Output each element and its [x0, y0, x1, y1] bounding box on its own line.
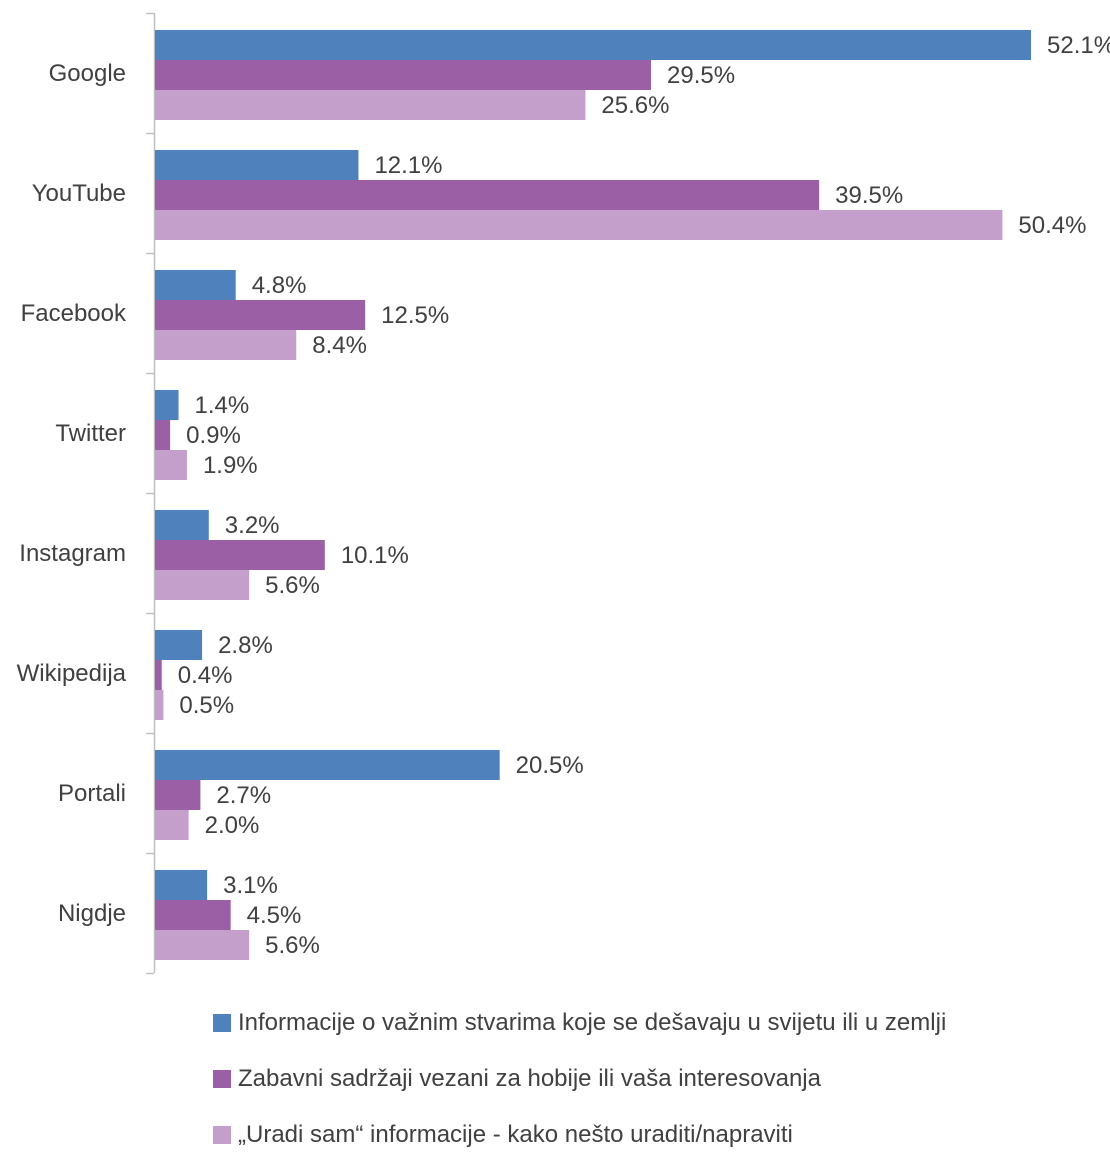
data-label-portali-series-1: 20.5% [516, 752, 584, 779]
data-label-facebook-series-1: 4.8% [252, 272, 307, 299]
category-label-twitter: Twitter [55, 420, 126, 447]
category-label-facebook: Facebook [21, 300, 127, 327]
bar-youtube-series-2 [155, 180, 820, 210]
data-label-facebook-series-2: 12.5% [381, 302, 449, 329]
category-label-nigdje: Nigdje [58, 900, 126, 927]
data-label-twitter-series-3: 1.9% [203, 452, 258, 479]
data-label-nigdje-series-3: 5.6% [265, 932, 320, 959]
bar-wikipedija-series-2 [155, 660, 162, 690]
data-label-twitter-series-2: 0.9% [186, 422, 241, 449]
bar-instagram-series-3 [155, 570, 250, 600]
category-label-youtube: YouTube [32, 180, 126, 207]
legend-label-diy: „Uradi sam“ informacije - kako nešto ura… [238, 1121, 793, 1148]
data-label-wikipedija-series-1: 2.8% [218, 632, 273, 659]
bar-facebook-series-3 [155, 330, 297, 360]
legend-label-important-news: Informacije o važnim stvarima koje se de… [238, 1009, 947, 1036]
legend-item-diy: „Uradi sam“ informacije - kako nešto ura… [213, 1120, 946, 1150]
bar-instagram-series-1 [155, 510, 209, 540]
data-label-youtube-series-2: 39.5% [835, 182, 903, 209]
bar-youtube-series-1 [155, 150, 359, 180]
legend: Informacije o važnim stvarima koje se de… [213, 1008, 946, 1176]
data-label-portali-series-2: 2.7% [216, 782, 271, 809]
data-label-twitter-series-1: 1.4% [195, 392, 250, 419]
data-label-google-series-2: 29.5% [667, 62, 735, 89]
data-label-wikipedija-series-3: 0.5% [179, 692, 234, 719]
bar-portali-series-2 [155, 780, 201, 810]
bar-nigdje-series-3 [155, 930, 250, 960]
bar-facebook-series-2 [155, 300, 366, 330]
data-label-portali-series-3: 2.0% [205, 812, 260, 839]
data-label-wikipedija-series-2: 0.4% [178, 662, 233, 689]
bar-facebook-series-1 [155, 270, 236, 300]
bar-portali-series-3 [155, 810, 189, 840]
bar-wikipedija-series-3 [155, 690, 164, 720]
data-label-google-series-3: 25.6% [601, 92, 669, 119]
data-label-nigdje-series-2: 4.5% [247, 902, 302, 929]
category-label-google: Google [49, 60, 126, 87]
legend-swatch-important-news [213, 1014, 231, 1032]
data-label-youtube-series-3: 50.4% [1018, 212, 1086, 239]
bar-google-series-1 [155, 30, 1031, 60]
data-label-nigdje-series-1: 3.1% [223, 872, 278, 899]
category-label-wikipedija: Wikipedija [17, 660, 127, 687]
bar-wikipedija-series-1 [155, 630, 203, 660]
legend-label-entertainment: Zabavni sadržaji vezani za hobije ili va… [238, 1065, 821, 1092]
category-label-instagram: Instagram [19, 540, 126, 567]
bar-twitter-series-1 [155, 390, 179, 420]
bar-google-series-2 [155, 60, 652, 90]
data-label-google-series-1: 52.1% [1047, 32, 1110, 59]
legend-item-entertainment: Zabavni sadržaji vezani za hobije ili va… [213, 1064, 946, 1094]
data-label-facebook-series-3: 8.4% [312, 332, 367, 359]
legend-item-important-news: Informacije o važnim stvarima koje se de… [213, 1008, 946, 1038]
legend-swatch-entertainment [213, 1070, 231, 1088]
bar-nigdje-series-2 [155, 900, 231, 930]
data-label-youtube-series-1: 12.1% [374, 152, 442, 179]
bar-twitter-series-3 [155, 450, 187, 480]
bar-chart: Google 52.1% 29.5% 25.6% YouTube 12.1% 39.5% 50… [17, 12, 1110, 975]
bar-twitter-series-2 [155, 420, 171, 450]
data-label-instagram-series-2: 10.1% [341, 542, 409, 569]
bar-youtube-series-3 [155, 210, 1003, 240]
bar-instagram-series-2 [155, 540, 325, 570]
bar-google-series-3 [155, 90, 586, 120]
data-label-instagram-series-3: 5.6% [265, 572, 320, 599]
legend-swatch-diy [213, 1126, 231, 1144]
category-label-portali: Portali [58, 780, 126, 807]
bar-nigdje-series-1 [155, 870, 208, 900]
data-label-instagram-series-1: 3.2% [225, 512, 280, 539]
bar-portali-series-1 [155, 750, 500, 780]
